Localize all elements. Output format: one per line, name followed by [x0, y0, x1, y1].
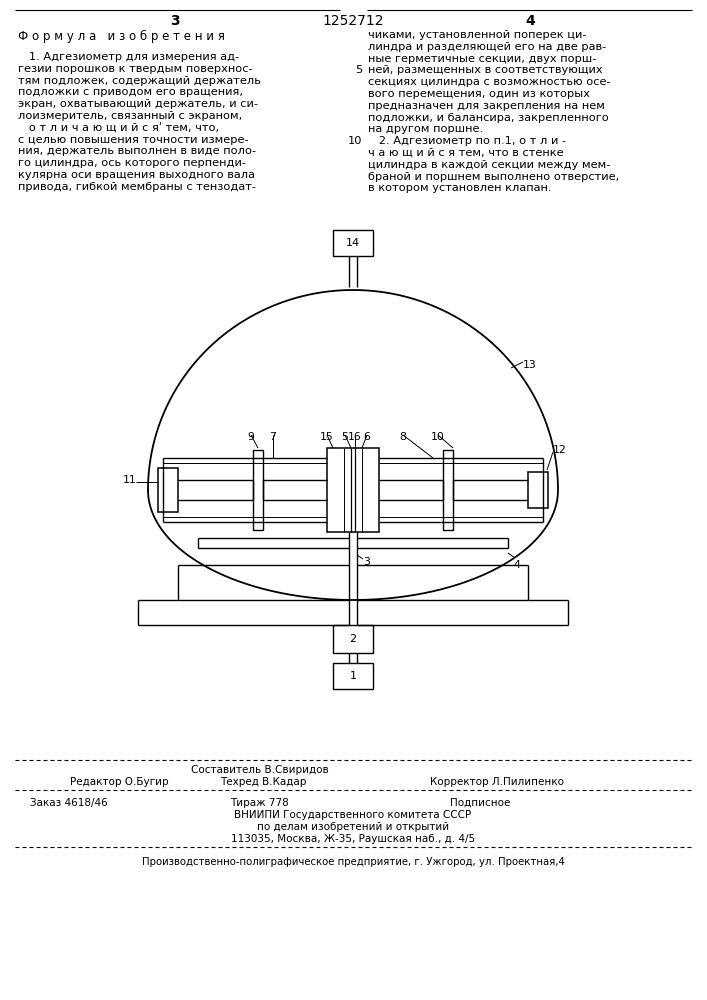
Text: привода, гибкой мембраны с тензодат-: привода, гибкой мембраны с тензодат-: [18, 182, 256, 192]
Text: 3: 3: [363, 557, 370, 567]
Text: 1: 1: [349, 671, 356, 681]
Text: 8: 8: [399, 432, 407, 442]
Text: вого перемещения, один из которых: вого перемещения, один из которых: [368, 89, 590, 99]
Bar: [327, 448, 379, 532]
Bar: [443, 450, 453, 530]
Bar: [528, 472, 548, 508]
Text: кулярна оси вращения выходного вала: кулярна оси вращения выходного вала: [18, 170, 255, 180]
Bar: [158, 468, 178, 512]
Text: Тираж 778: Тираж 778: [230, 798, 288, 808]
Text: на другом поршне.: на другом поршне.: [368, 124, 483, 134]
Text: экран, охватывающий держатель, и си-: экран, охватывающий держатель, и си-: [18, 99, 258, 109]
Text: подложки, и балансира, закрепленного: подложки, и балансира, закрепленного: [368, 113, 609, 123]
Bar: [333, 663, 373, 689]
Text: 4: 4: [525, 14, 535, 28]
Text: 5: 5: [341, 432, 349, 442]
Text: Производственно-полиграфическое предприятие, г. Ужгород, ул. Проектная,4: Производственно-полиграфическое предприя…: [141, 857, 564, 867]
Text: Составитель В.Свиридов: Составитель В.Свиридов: [191, 765, 329, 775]
Text: Заказ 4618/46: Заказ 4618/46: [30, 798, 107, 808]
Text: го цилиндра, ось которого перпенди-: го цилиндра, ось которого перпенди-: [18, 158, 246, 168]
Text: 3: 3: [170, 14, 180, 28]
Text: предназначен для закрепления на нем: предназначен для закрепления на нем: [368, 101, 605, 111]
Text: ч а ю щ и й с я тем, что в стенке: ч а ю щ и й с я тем, что в стенке: [368, 148, 563, 158]
Text: 12: 12: [553, 445, 567, 455]
Text: цилиндра в каждой секции между мем-: цилиндра в каждой секции между мем-: [368, 160, 610, 170]
Text: браной и поршнем выполнено отверстие,: браной и поршнем выполнено отверстие,: [368, 172, 619, 182]
Text: ные герметичные секции, двух порш-: ные герметичные секции, двух порш-: [368, 54, 597, 64]
Text: 14: 14: [346, 238, 360, 248]
Text: по делам изобретений и открытий: по делам изобретений и открытий: [257, 822, 449, 832]
Text: 4: 4: [513, 560, 520, 570]
Text: 6: 6: [363, 432, 370, 442]
Bar: [253, 450, 263, 530]
Bar: [333, 230, 373, 256]
Text: в котором установлен клапан.: в котором установлен клапан.: [368, 183, 551, 193]
Text: линдра и разделяющей его на две рав-: линдра и разделяющей его на две рав-: [368, 42, 606, 52]
Text: ния, держатель выполнен в виде поло-: ния, держатель выполнен в виде поло-: [18, 146, 256, 156]
Bar: [333, 625, 373, 653]
Text: 9: 9: [247, 432, 255, 442]
Text: 13: 13: [523, 360, 537, 370]
Text: с целью повышения точности измере-: с целью повышения точности измере-: [18, 135, 249, 145]
Text: 11: 11: [123, 475, 136, 485]
Text: Редактор О.Бугир: Редактор О.Бугир: [70, 777, 169, 787]
Text: 16: 16: [348, 432, 362, 442]
Text: гезии порошков к твердым поверхнос-: гезии порошков к твердым поверхнос-: [18, 64, 252, 74]
Text: Техред В.Кадар: Техред В.Кадар: [220, 777, 306, 787]
Text: 113035, Москва, Ж-35, Раушская наб., д. 4/5: 113035, Москва, Ж-35, Раушская наб., д. …: [231, 834, 475, 844]
Text: подложки с приводом его вращения,: подложки с приводом его вращения,: [18, 87, 243, 97]
Text: 10: 10: [348, 136, 362, 146]
Text: 2: 2: [349, 634, 356, 644]
Text: чиками, установленной поперек ци-: чиками, установленной поперек ци-: [368, 30, 587, 40]
Text: 7: 7: [269, 432, 276, 442]
Text: ВНИИПИ Государственного комитета СССР: ВНИИПИ Государственного комитета СССР: [235, 810, 472, 820]
Text: 15: 15: [320, 432, 334, 442]
Text: 1252712: 1252712: [322, 14, 384, 28]
Text: Подписное: Подписное: [450, 798, 510, 808]
Text: секциях цилиндра с возможностью осе-: секциях цилиндра с возможностью осе-: [368, 77, 611, 87]
Text: Ф о р м у л а   и з о б р е т е н и я: Ф о р м у л а и з о б р е т е н и я: [18, 30, 225, 43]
Text: 5: 5: [355, 65, 362, 75]
Text: 1. Адгезиометр для измерения ад-: 1. Адгезиометр для измерения ад-: [18, 52, 239, 62]
Text: тям подложек, содержащий держатель: тям подложек, содержащий держатель: [18, 76, 261, 86]
Text: лоизмеритель, связанный с экраном,: лоизмеритель, связанный с экраном,: [18, 111, 243, 121]
Text: ней, размещенных в соответствующих: ней, размещенных в соответствующих: [368, 65, 602, 75]
Text: Корректор Л.Пилипенко: Корректор Л.Пилипенко: [430, 777, 564, 787]
Text: 10: 10: [431, 432, 445, 442]
Text: 2. Адгезиометр по п.1, о т л и -: 2. Адгезиометр по п.1, о т л и -: [368, 136, 566, 146]
Text: о т л и ч а ю щ и й с яʹ тем, что,: о т л и ч а ю щ и й с яʹ тем, что,: [18, 123, 219, 133]
